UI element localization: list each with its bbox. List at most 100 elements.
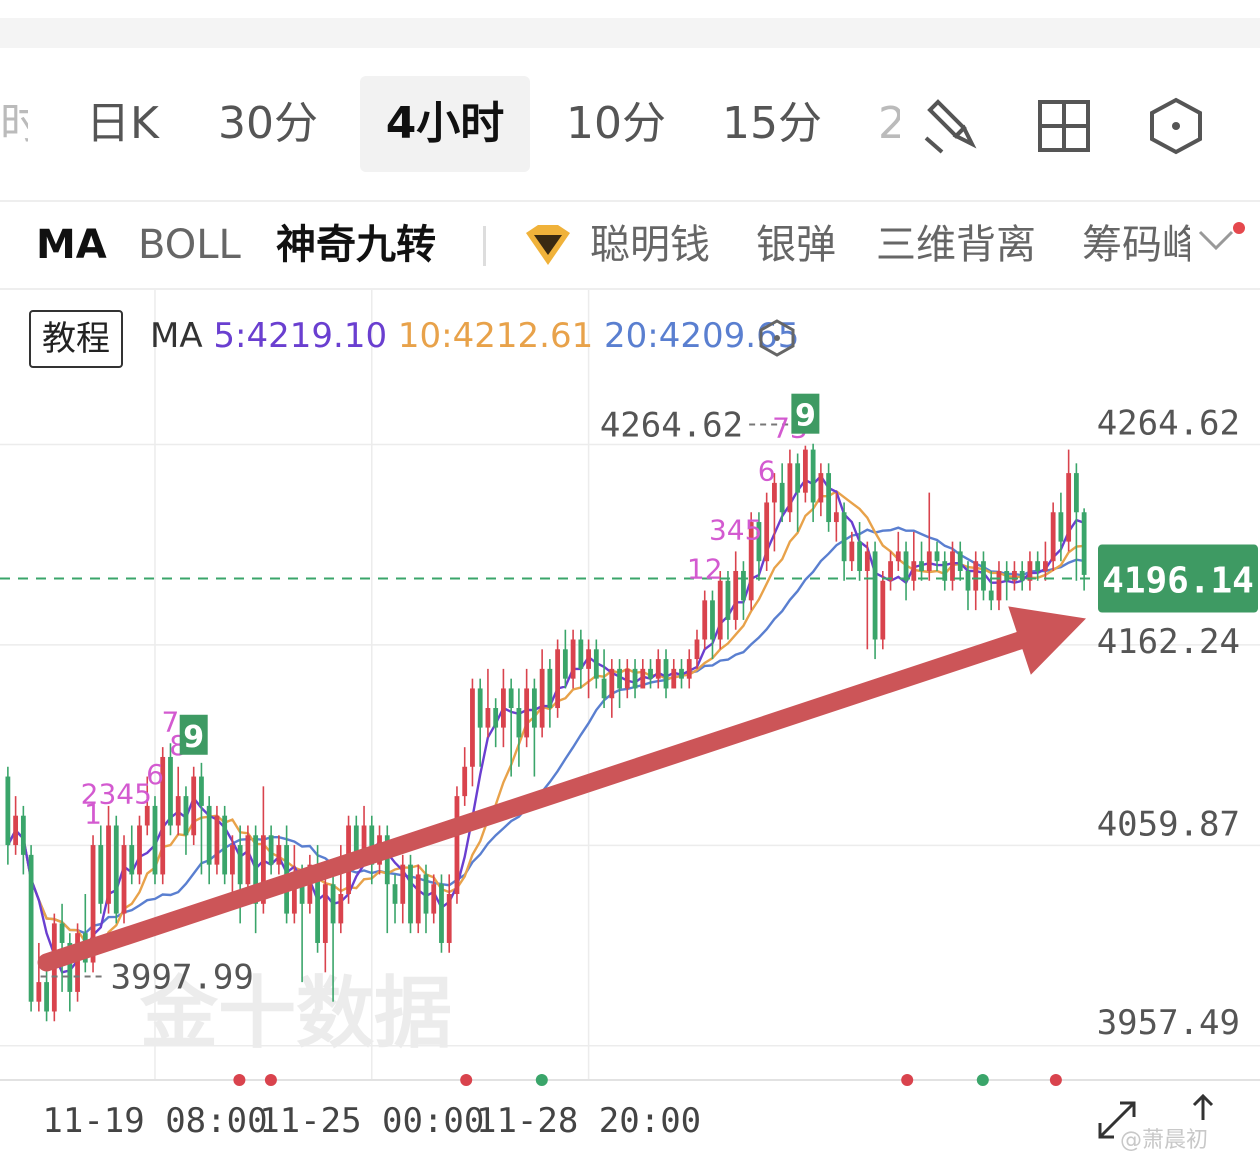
candle[interactable] xyxy=(1058,512,1064,542)
candle[interactable] xyxy=(895,551,901,562)
candle[interactable] xyxy=(98,845,104,904)
candle[interactable] xyxy=(168,756,173,826)
candle[interactable] xyxy=(299,874,305,904)
candle[interactable] xyxy=(849,541,855,562)
candle[interactable] xyxy=(59,923,65,943)
candle[interactable] xyxy=(493,708,499,728)
candle[interactable] xyxy=(888,561,893,581)
candle[interactable] xyxy=(206,805,212,865)
candle[interactable] xyxy=(818,473,824,503)
candle[interactable] xyxy=(1004,570,1010,581)
candle[interactable] xyxy=(694,639,700,660)
event-dot[interactable] xyxy=(901,1074,914,1086)
candle[interactable] xyxy=(802,449,808,493)
candle[interactable] xyxy=(28,854,34,1002)
candle[interactable] xyxy=(578,639,584,669)
candle[interactable] xyxy=(833,512,839,523)
indicator-td-nine[interactable]: 神奇九转 xyxy=(276,222,436,268)
candle[interactable] xyxy=(787,463,793,513)
candle[interactable] xyxy=(121,845,127,914)
candle[interactable] xyxy=(710,600,715,640)
candle[interactable] xyxy=(911,561,917,581)
candle[interactable] xyxy=(44,982,49,1012)
candle[interactable] xyxy=(702,600,708,640)
candle[interactable] xyxy=(686,659,692,679)
tab-4hour[interactable]: 4小时 xyxy=(360,76,530,172)
candle[interactable] xyxy=(237,845,243,885)
candle[interactable] xyxy=(315,864,320,943)
chevron-down-icon[interactable] xyxy=(1196,226,1236,256)
candle[interactable] xyxy=(942,561,948,581)
candle[interactable] xyxy=(322,884,328,943)
tab-15min[interactable]: 15分 xyxy=(722,98,822,149)
candle[interactable] xyxy=(36,982,42,1002)
candle[interactable] xyxy=(679,668,684,679)
draw-pen-icon[interactable] xyxy=(920,92,984,156)
candle[interactable] xyxy=(648,668,653,679)
candle[interactable] xyxy=(199,776,204,806)
candle[interactable] xyxy=(392,884,398,904)
expand-icon[interactable] xyxy=(1092,1095,1142,1145)
candle[interactable] xyxy=(810,449,816,503)
tab-10min[interactable]: 10分 xyxy=(566,98,666,149)
event-dot[interactable] xyxy=(976,1074,989,1086)
event-dot[interactable] xyxy=(1049,1074,1062,1086)
tutorial-button[interactable]: 教程 xyxy=(29,310,123,368)
candle[interactable] xyxy=(20,815,26,855)
candle[interactable] xyxy=(361,825,367,855)
candle[interactable] xyxy=(764,502,770,562)
candle[interactable] xyxy=(880,580,886,640)
candle[interactable] xyxy=(741,570,746,601)
candle[interactable] xyxy=(400,864,406,904)
candle[interactable] xyxy=(477,688,483,728)
candle[interactable] xyxy=(779,482,785,513)
grid-layout-icon[interactable] xyxy=(1036,98,1092,154)
candle[interactable] xyxy=(539,668,545,728)
candle[interactable] xyxy=(864,551,870,571)
candle[interactable] xyxy=(253,835,259,904)
candle[interactable] xyxy=(183,796,189,836)
event-dot[interactable] xyxy=(460,1074,473,1086)
candle[interactable] xyxy=(671,668,677,689)
candle[interactable] xyxy=(516,708,522,738)
candle[interactable] xyxy=(470,688,475,767)
candle[interactable] xyxy=(1066,473,1072,542)
event-dot[interactable] xyxy=(264,1074,277,1086)
candle[interactable] xyxy=(1012,570,1017,581)
candle[interactable] xyxy=(772,482,777,503)
candle[interactable] xyxy=(5,776,11,846)
candle[interactable] xyxy=(547,668,553,709)
candle[interactable] xyxy=(1043,561,1048,571)
candle[interactable] xyxy=(268,835,274,865)
candle[interactable] xyxy=(260,835,266,904)
candle[interactable] xyxy=(988,590,994,601)
candle[interactable] xyxy=(1081,512,1087,575)
candle[interactable] xyxy=(501,688,506,728)
candle[interactable] xyxy=(160,756,166,875)
candle[interactable] xyxy=(454,796,460,895)
settings-hexagon-icon[interactable] xyxy=(1148,96,1204,156)
candle[interactable] xyxy=(950,551,955,581)
candle[interactable] xyxy=(872,551,878,640)
candle[interactable] xyxy=(632,668,638,689)
candle[interactable] xyxy=(1050,512,1056,562)
candle[interactable] xyxy=(462,766,468,797)
candle[interactable] xyxy=(485,708,491,728)
candle[interactable] xyxy=(826,473,832,523)
candle[interactable] xyxy=(973,561,979,591)
candle[interactable] xyxy=(330,884,336,924)
candlestick-chart[interactable]: 金十数据 4196.14 4264.62 4162.24 4059.87 3957.49 1… xyxy=(0,290,1260,1165)
candle[interactable] xyxy=(129,845,135,875)
candle[interactable] xyxy=(214,815,220,865)
candle[interactable] xyxy=(1035,561,1041,571)
scroll-up-icon[interactable] xyxy=(1190,1092,1216,1122)
tab-30min[interactable]: 30分 xyxy=(218,98,318,149)
candle[interactable] xyxy=(663,659,669,689)
candle[interactable] xyxy=(384,835,390,885)
candle[interactable] xyxy=(291,874,297,914)
candle[interactable] xyxy=(903,551,909,581)
candle[interactable] xyxy=(1027,561,1033,581)
candle[interactable] xyxy=(137,825,142,875)
candle[interactable] xyxy=(276,845,282,865)
candle[interactable] xyxy=(144,805,150,826)
